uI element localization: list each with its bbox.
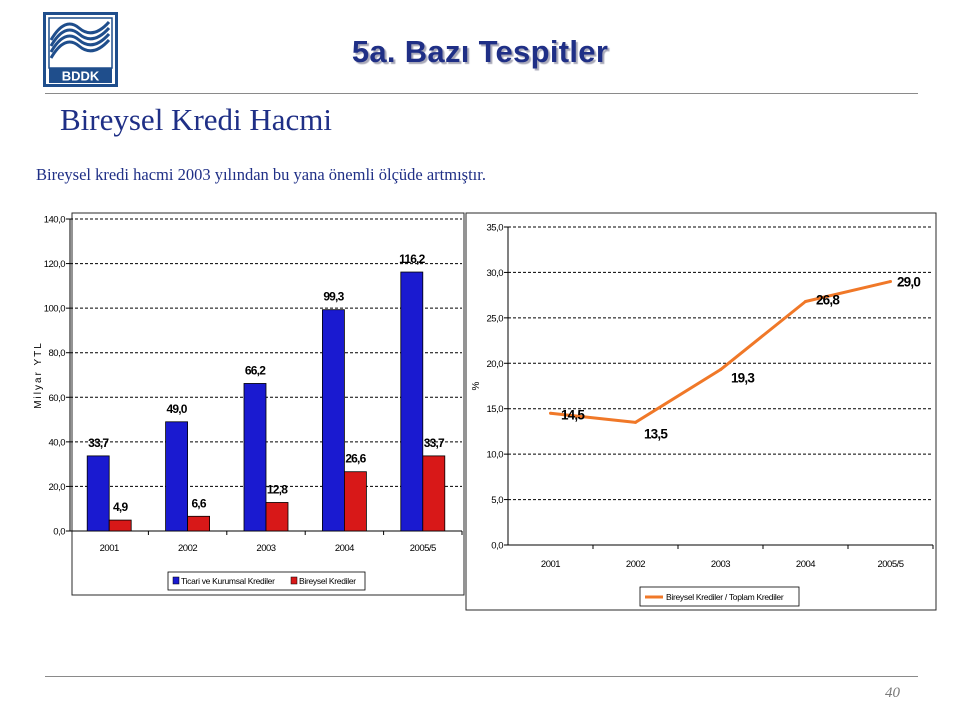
bar bbox=[321, 309, 345, 532]
data-label: 116,2 bbox=[399, 252, 425, 266]
section-title: Bireysel Kredi Hacmi bbox=[60, 102, 333, 137]
y-tick-label: 0,0 bbox=[491, 541, 503, 552]
y-tick-label: 100,0 bbox=[44, 304, 65, 315]
data-label: 29,0 bbox=[897, 275, 920, 290]
y-tick-label: 20,0 bbox=[49, 482, 66, 493]
data-label: 14,5 bbox=[561, 407, 585, 422]
y-tick-label: 15,0 bbox=[487, 404, 504, 415]
series-line bbox=[550, 280, 891, 424]
y-axis-label: % bbox=[471, 381, 482, 390]
y-tick-label: 140,0 bbox=[44, 215, 65, 226]
y-tick-label: 25,0 bbox=[487, 313, 504, 324]
y-tick-label: 5,0 bbox=[491, 495, 503, 506]
page-number: 40 bbox=[885, 685, 900, 701]
data-point bbox=[889, 280, 892, 284]
footer-divider bbox=[45, 676, 918, 677]
data-label: 66,2 bbox=[245, 363, 266, 377]
legend-label: Ticari ve Kurumsal Krediler bbox=[181, 576, 275, 586]
data-label: 26,6 bbox=[345, 452, 366, 466]
header-divider bbox=[45, 93, 918, 94]
bar bbox=[265, 502, 289, 532]
chart-frame bbox=[71, 212, 465, 596]
bar bbox=[165, 421, 189, 532]
x-tick-label: 2003 bbox=[711, 559, 730, 570]
legend-label: Bireysel Krediler bbox=[299, 576, 356, 586]
data-label: 4,9 bbox=[113, 500, 128, 514]
data-label: 13,5 bbox=[644, 426, 668, 441]
bar bbox=[187, 515, 211, 532]
y-tick-label: 20,0 bbox=[487, 359, 504, 370]
data-label: 26,8 bbox=[816, 293, 840, 308]
x-tick-label: 2001 bbox=[541, 559, 560, 570]
y-axis-label: Milyar YTL bbox=[33, 341, 44, 409]
bar bbox=[400, 271, 424, 532]
x-tick-label: 2002 bbox=[178, 543, 197, 554]
x-tick-label: 2005/5 bbox=[877, 559, 903, 570]
y-tick-label: 30,0 bbox=[487, 268, 504, 279]
y-tick-label: 60,0 bbox=[49, 393, 66, 404]
data-point bbox=[804, 300, 807, 304]
x-tick-label: 2004 bbox=[796, 559, 815, 570]
slide-title: 5a. Bazı Tespitler bbox=[351, 34, 609, 69]
data-label: 6,6 bbox=[191, 496, 206, 510]
data-label: 99,3 bbox=[323, 290, 344, 304]
bar bbox=[343, 471, 367, 532]
data-point bbox=[549, 411, 552, 415]
y-tick-label: 10,0 bbox=[487, 450, 504, 461]
x-tick-label: 2002 bbox=[626, 559, 645, 570]
bddk-logo: BDDK bbox=[43, 12, 118, 87]
chart-frame bbox=[465, 212, 937, 611]
data-label: 33,7 bbox=[424, 436, 445, 450]
y-tick-label: 120,0 bbox=[44, 259, 65, 270]
legend-swatch bbox=[290, 576, 298, 585]
bar bbox=[86, 455, 110, 532]
bar bbox=[243, 383, 267, 532]
data-label: 33,7 bbox=[88, 436, 109, 450]
bar bbox=[108, 519, 132, 532]
x-tick-label: 2004 bbox=[335, 543, 354, 554]
x-tick-label: 2003 bbox=[256, 543, 275, 554]
y-tick-label: 80,0 bbox=[49, 348, 66, 359]
x-tick-label: 2005/5 bbox=[410, 543, 436, 554]
legend-box bbox=[167, 571, 366, 591]
logo-text: BDDK bbox=[62, 69, 100, 84]
x-tick-label: 2001 bbox=[100, 543, 119, 554]
section-description: Bireysel kredi hacmi 2003 yılından bu ya… bbox=[36, 165, 486, 184]
y-tick-label: 0,0 bbox=[53, 527, 65, 538]
data-point bbox=[719, 368, 722, 372]
y-tick-label: 35,0 bbox=[487, 223, 504, 234]
data-point bbox=[634, 420, 637, 424]
data-label: 12,8 bbox=[267, 482, 288, 496]
y-tick-label: 40,0 bbox=[49, 437, 66, 448]
bar bbox=[422, 455, 446, 532]
legend-swatch bbox=[172, 576, 180, 585]
legend-label: Bireysel Krediler / Toplam Krediler bbox=[666, 592, 784, 602]
data-label: 19,3 bbox=[731, 371, 755, 386]
legend-box bbox=[639, 586, 800, 607]
data-label: 49,0 bbox=[167, 402, 188, 416]
